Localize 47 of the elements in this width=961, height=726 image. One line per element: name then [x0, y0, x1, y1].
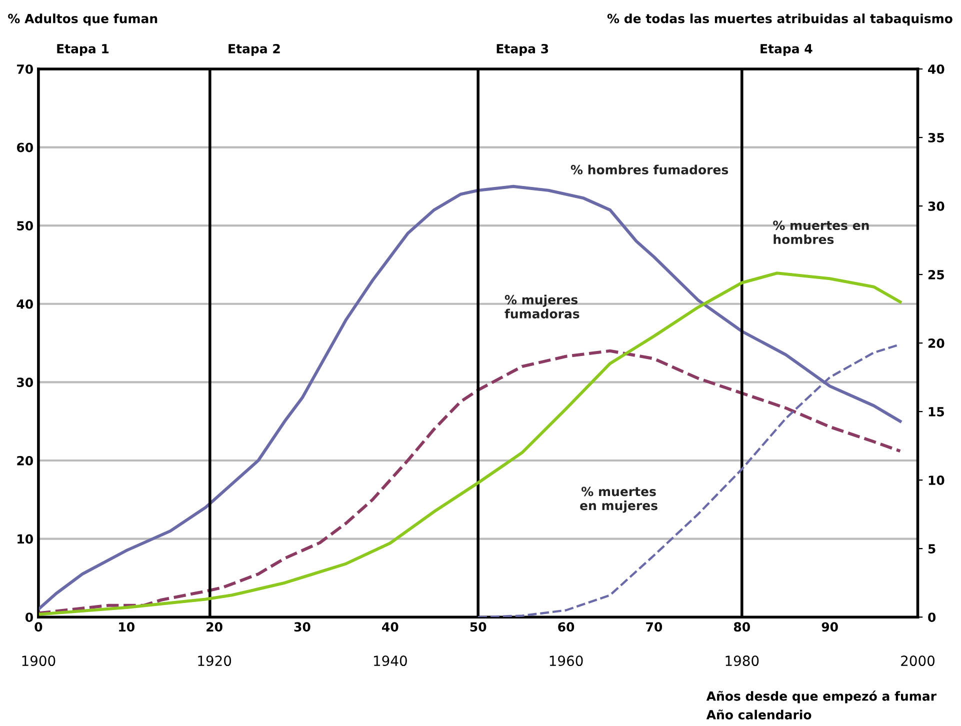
text: Etapa 1: [57, 44, 109, 56]
x-tick-label: 30: [294, 622, 310, 632]
x-tick-label: 80: [734, 622, 750, 632]
y2-axis-title: % de todas las muertes atribuidas al tabaquismo: [607, 14, 952, 26]
y-tick-label: 50: [17, 221, 33, 231]
y2-tick-label: 5: [928, 544, 936, 554]
x2-tick-label: 1920: [198, 656, 232, 666]
y-axis-title: % Adultos que fuman: [8, 14, 158, 26]
x-tick-label: 10: [119, 622, 134, 632]
line-series: [38, 272, 902, 616]
x-tick-label: 70: [646, 622, 662, 632]
x-tick-label: 0: [34, 622, 42, 632]
y-tick-label: 20: [17, 456, 33, 466]
y-tick-label: 10: [18, 534, 33, 544]
x2-tick-label: 1980: [726, 656, 759, 666]
x-tick-label: 50: [470, 622, 486, 632]
x2-tick-label: 1940: [374, 656, 407, 666]
y2-tick-label: 15: [928, 407, 944, 416]
y2-tick-label: 35: [928, 132, 944, 142]
line-series: [38, 349, 902, 615]
x2-tick-label: 1900: [22, 656, 56, 666]
y-tick-label: 30: [17, 378, 33, 388]
y2-tick-label: 20: [928, 338, 944, 348]
y2-tick-label: 0: [928, 612, 936, 622]
text: % muertes en mujeres: [580, 486, 658, 513]
x-tick-label: 90: [822, 622, 838, 632]
y-tick-label: 70: [17, 64, 33, 74]
x2-axis-title: Año calendario: [706, 710, 812, 720]
y2-tick-label: 25: [928, 270, 944, 280]
y-tick-label: 60: [16, 142, 33, 152]
x2-tick-label: 1960: [550, 656, 583, 666]
y-tick-label: 40: [16, 299, 33, 309]
text: Etapa 4: [760, 44, 812, 56]
text: % muertes en hombres: [773, 220, 869, 244]
text: % mujeres fumadoras: [504, 294, 580, 318]
y2-tick-label: 40: [928, 64, 944, 74]
y2-tick-label: 30: [928, 201, 944, 211]
x2-tick-label: 2000: [901, 656, 935, 666]
x-axis-title: Años desde que empezó a fumar: [706, 690, 936, 704]
y2-tick-label: 10: [928, 476, 944, 485]
text: Etapa 3: [496, 44, 548, 56]
x-tick-label: 60: [558, 622, 574, 632]
series-label: % hombres fumadores: [570, 164, 728, 174]
text: Etapa 2: [228, 44, 280, 56]
x-tick-label: 40: [382, 622, 398, 632]
x-tick-label: 20: [206, 622, 222, 632]
y-tick-label: 0: [25, 612, 33, 622]
